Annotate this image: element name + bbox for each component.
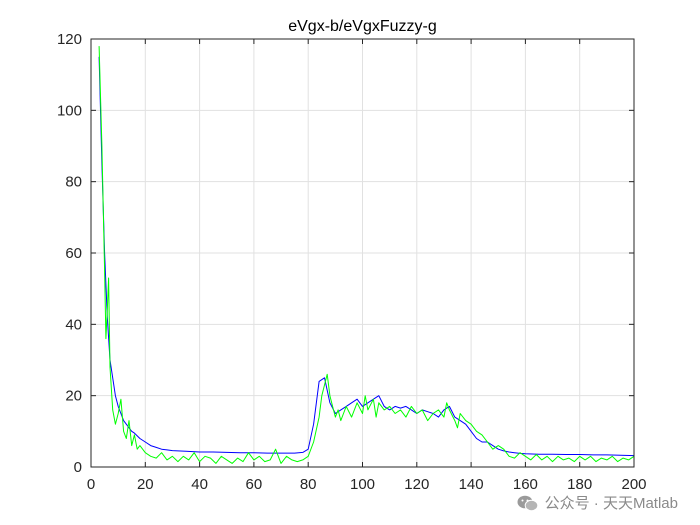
x-tick-label: 140 [459,476,484,493]
x-tick-label: 200 [621,476,646,493]
y-tick-label: 0 [74,459,82,476]
x-tick-label: 40 [191,476,208,493]
x-tick-label: 0 [87,476,95,493]
y-tick-label: 60 [65,245,82,262]
y-tick-label: 100 [57,102,82,119]
x-tick-label: 120 [404,476,429,493]
series-line-green [98,46,635,464]
watermark-text: 公众号 · 天天Matlab [544,495,678,512]
series-layer [98,46,635,464]
x-tick-label: 160 [513,476,538,493]
y-tick-label: 20 [65,388,82,405]
x-tick-label: 60 [246,476,263,493]
y-tick-label: 40 [65,316,82,333]
y-tick-label: 80 [65,174,82,191]
grid-lines [91,39,634,467]
x-tick-label: 20 [137,476,154,493]
x-tick-label: 80 [300,476,317,493]
x-tick-label: 180 [567,476,592,493]
y-tick-label: 120 [57,31,82,48]
axis-ticks: 0 20 40 60 80 100 120 140 160 180 200 0 20 40 60 80 100 1… [57,31,647,493]
watermark: 公众号 · 天天Matlab [517,492,678,513]
wechat-icon [517,495,538,511]
series-line-blue [98,56,635,457]
x-tick-label: 100 [350,476,375,493]
chart-title: eVgx-b/eVgxFuzzy-g [288,18,437,35]
